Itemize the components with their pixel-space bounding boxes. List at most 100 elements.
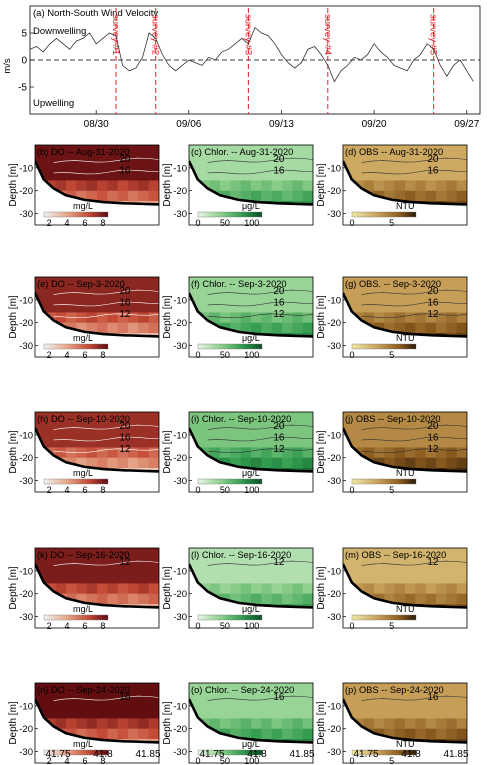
colorbar-tick: 0 <box>195 485 200 495</box>
seafloor-line <box>35 698 159 744</box>
depth-tick: -20 <box>19 453 33 464</box>
panel-title: (o) Chlor. -- Sep-24-2020 <box>191 685 294 695</box>
isotherm-line-20 <box>361 157 467 163</box>
panel-chlor-3-cell <box>240 447 252 460</box>
panel-obs-5-cell <box>384 718 396 731</box>
panel-chlor-2-cell <box>271 322 283 336</box>
colorbar-tick: 4 <box>65 756 70 765</box>
depth-tick: -10 <box>173 163 187 174</box>
panel-obs-3-cell <box>394 447 406 460</box>
panel-obs-3-cell <box>446 457 458 471</box>
wind-title: (a) North-South Wind Velocity <box>33 8 158 19</box>
depth-axis-label: Depth [m] <box>8 566 19 610</box>
panel-do-3-cell <box>138 447 150 460</box>
depth-axis-label: Depth [m] <box>162 701 173 745</box>
panel-obs-2-cell <box>425 322 437 336</box>
panel-obs-5-cell <box>405 718 416 731</box>
colorbar-tick: 50 <box>220 621 230 631</box>
xtick-2-3: 41.85 <box>289 749 314 760</box>
panel-obs-3-cell <box>436 447 447 460</box>
xtick-3-3: 41.85 <box>443 749 468 760</box>
panel-chlor-5-field <box>189 683 313 763</box>
seafloor-line <box>189 160 313 206</box>
panel-chlor-3-cell <box>261 457 273 471</box>
panel-obs-1-cell <box>456 190 467 204</box>
colorbar-tick: 4 <box>65 621 70 631</box>
isotherm-label-12: 12 <box>427 444 439 455</box>
seafloor-line <box>189 563 313 609</box>
isotherm-line-12 <box>207 560 313 566</box>
depth-tick: -10 <box>173 701 187 712</box>
panel-do-3-cell <box>117 447 129 460</box>
panel-chlor-4-cell <box>282 593 293 607</box>
panel-do-3-cell <box>117 457 129 471</box>
panel-chlor-3-cell <box>261 447 273 460</box>
panel-frame <box>188 547 314 629</box>
panel-do-3-cell <box>107 457 119 471</box>
panel-chlor-5-cell <box>230 728 242 742</box>
seafloor-line <box>343 698 467 744</box>
panel-do-4-cell <box>128 583 139 596</box>
panel-obs-2-cell <box>384 322 396 336</box>
panel-chlor-4-cell <box>230 593 242 607</box>
depth-tick: -10 <box>19 566 33 577</box>
isotherm-line-16 <box>207 169 313 175</box>
survey-label-1: survey #1 <box>110 14 121 55</box>
panel-do-3-cell <box>128 457 139 471</box>
panel-obs-5-field <box>343 683 467 763</box>
colorbar-unit: mg/L <box>73 201 93 211</box>
panel-do-5-cell <box>107 728 119 742</box>
isotherm-line-12 <box>53 313 159 319</box>
panel-chlor-5-cell <box>230 718 242 731</box>
isotherm-label-20: 20 <box>119 154 131 165</box>
panel-do-2-cell <box>148 312 159 325</box>
panel-chlor-4-cell <box>261 593 273 607</box>
panel-chlor-4-cell <box>230 583 242 596</box>
xtick-1-3: 41.85 <box>135 749 160 760</box>
panel-do-5-cell <box>86 728 98 742</box>
panel-do-5-cell <box>76 718 88 731</box>
panel-obs-2-cell <box>394 312 406 325</box>
panel-obs-2-cell <box>456 312 467 325</box>
panel-obs-5-cell <box>436 728 447 742</box>
panel-chlor-5-cell <box>220 718 231 731</box>
panel-do-1-cell <box>138 180 150 193</box>
depth-tick: -10 <box>19 430 33 441</box>
colorbar-tick: 8 <box>100 756 105 765</box>
panel-do-4-cell <box>76 593 88 607</box>
panel-do-4-cell <box>86 593 98 607</box>
isotherm-label-16: 16 <box>273 692 285 703</box>
panel-obs-4-cell <box>394 583 406 596</box>
panel-frame <box>188 276 314 358</box>
panel-obs-1-cell <box>384 180 396 193</box>
isotherm-line-16 <box>361 301 467 307</box>
xtick-3-2: 41.8 <box>401 749 421 760</box>
panel-chlor-1-cell <box>230 180 242 193</box>
panel-do-3-field <box>35 412 159 492</box>
panel-chlor-4-cell <box>251 593 262 607</box>
seafloor-mask <box>343 293 467 357</box>
isotherm-label-16: 16 <box>427 692 439 703</box>
panel-do-1-cell <box>148 190 159 204</box>
seafloor-line <box>189 427 313 473</box>
panel-obs-3-cell <box>384 457 396 471</box>
panel-chlor-2-field <box>189 277 313 357</box>
panel-obs-2-cell <box>425 312 437 325</box>
panel-do-4-cell <box>117 593 129 607</box>
panel-chlor-5-cell <box>261 728 273 742</box>
panel-chlor-1-cell <box>282 180 293 193</box>
survey-label-3: survey #3 <box>242 14 253 55</box>
seafloor-mask <box>189 293 313 357</box>
colorbar-tick: 0 <box>195 350 200 360</box>
colorbar-unit: mg/L <box>73 468 93 478</box>
panel-obs-1-cell <box>436 190 447 204</box>
colorbar-unit: mg/L <box>73 333 93 343</box>
depth-axis-label: Depth [m] <box>162 295 173 339</box>
panel-obs-2-cell <box>415 322 427 336</box>
depth-tick: -20 <box>173 724 187 735</box>
panel-chlor-1-cell <box>220 180 231 193</box>
panel-chlor-4-cell <box>240 593 252 607</box>
panel-chlor-1-cell <box>271 180 283 193</box>
panel-chlor-3-cell <box>209 447 221 460</box>
